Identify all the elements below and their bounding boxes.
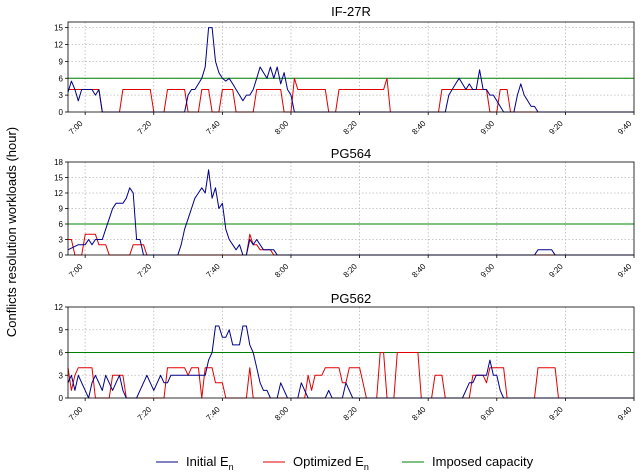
x-tick-label: 9:00: [479, 405, 497, 423]
y-tick-label: 0: [59, 394, 64, 403]
y-tick-label: 6: [59, 349, 64, 358]
x-tick-label: 7:00: [67, 405, 85, 423]
x-tick-label: 7:20: [136, 405, 154, 423]
plot-frame: [67, 21, 635, 113]
series-line-initial: [67, 169, 634, 256]
x-tick-label: 7:00: [67, 262, 85, 280]
y-tick-label: 15: [54, 24, 63, 33]
y-tick-label: 6: [59, 74, 64, 83]
x-tick-label: 8:00: [273, 262, 291, 280]
y-tick-label: 0: [59, 251, 64, 260]
y-tick-label: 12: [54, 41, 63, 50]
y-tick-label: 6: [59, 220, 64, 229]
y-tick-label: 12: [54, 189, 63, 198]
y-tick-label: 0: [59, 108, 64, 117]
x-tick-label: 9:00: [479, 119, 497, 137]
x-tick-label: 7:40: [204, 119, 222, 137]
y-tick-label: 12: [54, 303, 63, 312]
svg-text:Optimized En: Optimized En: [293, 454, 369, 472]
x-tick-label: 7:40: [204, 405, 222, 423]
x-tick-label: 7:20: [136, 262, 154, 280]
x-tick-label: 8:40: [410, 405, 428, 423]
legend-sub-optimized: n: [364, 462, 369, 472]
x-tick-label: 7:20: [136, 119, 154, 137]
svg-text:Initial En: Initial En: [186, 454, 234, 472]
panel-title: IF-27R: [331, 4, 371, 19]
x-tick-label: 8:20: [342, 262, 360, 280]
plot-frame: [67, 161, 635, 256]
legend-label-initial: Initial E: [186, 454, 229, 469]
legend-label-capacity: Imposed capacity: [432, 454, 534, 469]
x-tick-label: 9:20: [547, 119, 565, 137]
x-tick-label: 7:40: [204, 262, 222, 280]
panel-title: PG562: [331, 291, 371, 306]
panels: IF-27R 0 3 6 9 12 15 7:00 7:20 7:40 8:00 8:20 8:40 9:…: [54, 4, 635, 423]
x-tick-label: 9:40: [616, 119, 634, 137]
y-tick-label: 3: [59, 371, 64, 380]
x-tick-label: 8:20: [342, 119, 360, 137]
x-tick-label: 9:20: [547, 405, 565, 423]
x-tick-label: 9:00: [479, 262, 497, 280]
legend-item-optimized: Optimized En: [263, 454, 369, 472]
x-tick-label: 8:00: [273, 119, 291, 137]
y-tick-label: 9: [59, 326, 64, 335]
legend-item-capacity: Imposed capacity: [402, 454, 534, 469]
panel-title: PG564: [331, 146, 371, 161]
series-line-optimized: [68, 233, 634, 256]
panel-pg564: PG564 0 3 6 9 12 15 18 7:00 7:20 7:40 8:00 8:20 8:40 9…: [54, 146, 635, 280]
y-axis-label: Conflicts resolution workloads (hour): [4, 127, 19, 337]
legend-label-optimized: Optimized E: [293, 454, 364, 469]
x-tick-label: 8:40: [410, 262, 428, 280]
y-tick-label: 3: [59, 236, 64, 245]
y-tick-label: 3: [59, 91, 64, 100]
y-tick-label: 9: [59, 57, 64, 66]
y-tick-label: 9: [59, 205, 64, 214]
y-tick-label: 15: [54, 174, 63, 183]
legend: Initial En Optimized En Imposed capacity: [156, 454, 534, 472]
x-tick-label: 8:00: [273, 405, 291, 423]
series-line-initial: [67, 27, 634, 113]
x-tick-label: 9:40: [616, 262, 634, 280]
legend-sub-initial: n: [229, 462, 234, 472]
x-tick-label: 9:20: [547, 262, 565, 280]
plot-frame: [67, 306, 635, 399]
x-tick-label: 7:00: [67, 119, 85, 137]
panel-pg562: PG562 0 3 6 9 12 7:00 7:20 7:40 8:00 8:20 8:40 9:00 9…: [54, 291, 635, 423]
legend-item-initial: Initial En: [156, 454, 234, 472]
y-tick-label: 18: [54, 158, 63, 167]
series-line-initial: [67, 325, 634, 399]
panel-if-27r: IF-27R 0 3 6 9 12 15 7:00 7:20 7:40 8:00 8:20 8:40 9:…: [54, 4, 635, 137]
x-tick-label: 9:40: [616, 405, 634, 423]
x-tick-label: 8:40: [410, 119, 428, 137]
series-line-optimized: [67, 352, 634, 399]
x-tick-label: 8:20: [342, 405, 360, 423]
